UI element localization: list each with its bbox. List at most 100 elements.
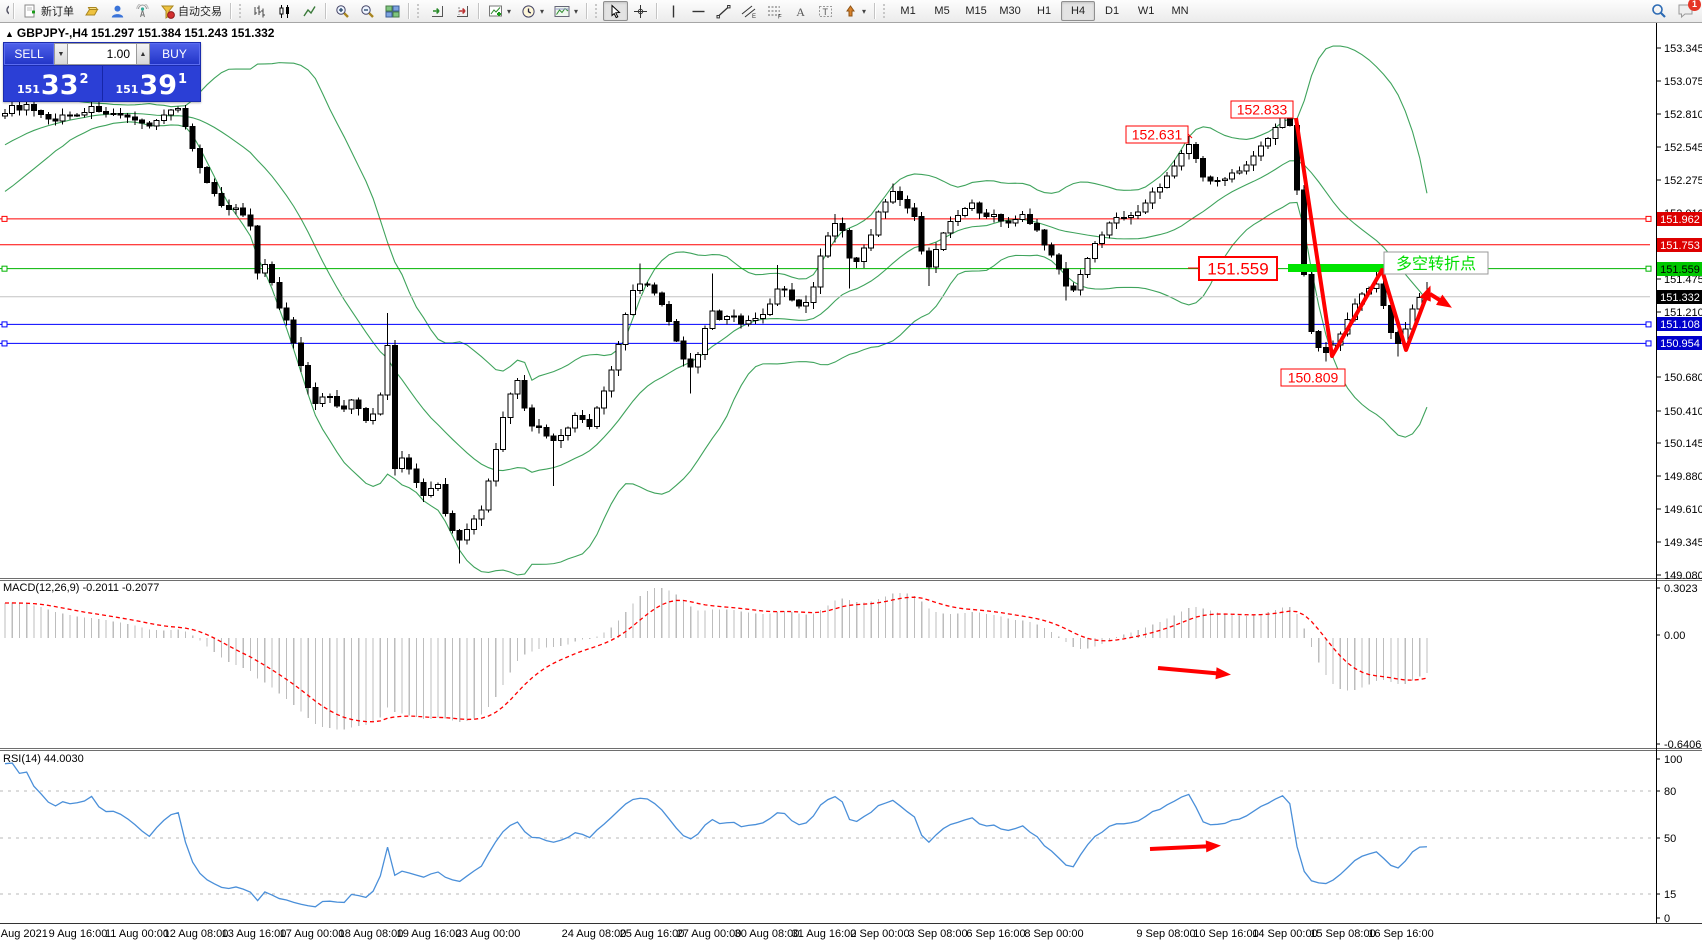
candle [189, 126, 196, 149]
price-label-text: 152.631 [1132, 127, 1183, 143]
trendline-tool-button[interactable] [711, 1, 736, 21]
candle [88, 105, 95, 114]
one-click-trading-widget: SELL ▼ 1.00 ▲ BUY 151 33 2 151 39 1 [3, 42, 201, 102]
auto-scroll-button[interactable] [425, 1, 450, 21]
auto-trading-button[interactable]: 自动交易 [155, 1, 227, 21]
horizontal-line-tool-button[interactable] [686, 1, 711, 21]
price-label-box[interactable] [1125, 125, 1189, 144]
period-selector-button[interactable]: ▾ [516, 1, 549, 21]
timeframe-button-H4[interactable]: H4 [1061, 1, 1096, 21]
cursor-icon [611, 3, 621, 18]
candle [1005, 220, 1012, 224]
volume-decrease-button[interactable]: ▼ [54, 43, 68, 65]
candle [601, 390, 608, 409]
price-label-box[interactable] [1280, 368, 1346, 387]
candle [290, 319, 297, 344]
timeframe-button-D1[interactable]: D1 [1105, 5, 1120, 17]
rsi-pane: RSI(14) 44.0030 [0, 753, 1656, 908]
time-tick-label: 24 Aug 08:00 [562, 928, 627, 940]
volume-increase-button[interactable]: ▲ [136, 43, 150, 65]
chart-template-button[interactable]: ▾ [549, 1, 583, 21]
arrows-tool-button[interactable]: ▾ [838, 1, 871, 21]
trend-tail-arrow[interactable] [1428, 292, 1452, 308]
zoom-out-button[interactable] [355, 1, 380, 21]
candle [1229, 172, 1236, 180]
price-badge-text: 151.108 [1660, 319, 1700, 331]
candle [781, 288, 788, 291]
time-tick-label: 23 Aug 00:00 [456, 928, 521, 940]
candle [868, 234, 875, 249]
timeframe-button-MN[interactable]: MN [1171, 5, 1189, 17]
timeframe-button-M15[interactable]: M15 [965, 5, 987, 17]
channel-tool-button[interactable]: E [736, 1, 762, 21]
timeframe-button-W1[interactable]: W1 [1137, 5, 1155, 17]
support-icon-button[interactable] [105, 1, 130, 21]
new-chart-button[interactable]: ▾ [483, 1, 516, 21]
candle [1243, 164, 1250, 172]
candle [124, 114, 131, 118]
sell-price-display[interactable]: 151 33 2 [4, 66, 103, 101]
timeframe-group: M1 M5 M15 M30 H1 H4 D1 W1 MN [891, 1, 1197, 21]
cursor-tool-button[interactable] [603, 1, 629, 21]
line-anchor[interactable] [1, 340, 8, 347]
timeframe-button-M30[interactable]: M30 [999, 5, 1021, 17]
candle [644, 283, 651, 286]
tile-windows-button[interactable] [380, 1, 405, 21]
buy-button[interactable]: BUY [150, 43, 200, 65]
gold-bar-icon-button[interactable] [79, 1, 105, 21]
resistance-zone-bar[interactable] [1288, 264, 1468, 272]
rsi-annotation-arrow[interactable] [1149, 840, 1221, 853]
line-anchor[interactable] [1, 265, 8, 272]
collapse-marker-icon[interactable]: ▲ [5, 29, 14, 39]
timeframe-button-M5[interactable]: M5 [934, 5, 950, 17]
trend-zigzag-arrow[interactable] [1294, 117, 1431, 358]
new-order-button[interactable]: 新订单 [18, 1, 79, 21]
line-anchor[interactable] [1645, 215, 1652, 222]
line-anchor[interactable] [1, 321, 8, 328]
candle [225, 204, 232, 210]
signal-icon-button[interactable] [130, 1, 155, 21]
new-order-label: 新订单 [41, 6, 74, 18]
candle [998, 214, 1005, 222]
candle [1322, 347, 1329, 353]
line-anchor[interactable] [1, 215, 8, 222]
fibonacci-tool-button[interactable]: F [762, 1, 788, 21]
candle [637, 283, 644, 292]
macd-annotation-arrow[interactable] [1157, 666, 1231, 680]
candle [168, 109, 175, 116]
line-anchor[interactable] [1645, 340, 1652, 347]
search-icon[interactable] [1651, 3, 1667, 19]
zoom-in-button[interactable] [330, 1, 355, 21]
price-badge [1657, 262, 1702, 276]
price-label-box[interactable] [1230, 100, 1294, 119]
volume-input[interactable]: 1.00 [68, 43, 136, 65]
sell-price-prefix: 151 [16, 83, 40, 96]
tile-windows-icon [385, 5, 400, 17]
chart-shift-button[interactable] [450, 1, 475, 21]
bar-chart-mode-button[interactable] [247, 1, 272, 21]
time-tick-label: 17 Aug 00:00 [280, 928, 345, 940]
vertical-line-tool-button[interactable] [661, 1, 686, 21]
arrow-shapes-icon [846, 4, 856, 16]
candle [377, 394, 384, 415]
price-label-box[interactable] [1198, 256, 1278, 281]
line-anchor[interactable] [1645, 321, 1652, 328]
text-tool-button[interactable]: A [788, 1, 813, 21]
candle [1250, 155, 1257, 166]
line-chart-mode-button[interactable] [297, 1, 322, 21]
candle [853, 257, 860, 262]
text-label-tool-button[interactable]: T [813, 1, 838, 21]
sell-button[interactable]: SELL [4, 43, 54, 65]
timeframe-button-M1[interactable]: M1 [900, 5, 916, 17]
cn-annotation-box[interactable] [1383, 251, 1489, 275]
timeframe-button-H1[interactable]: H1 [1037, 5, 1052, 17]
notifications-button[interactable]: 1 [1677, 0, 1701, 19]
line-anchor[interactable] [1645, 265, 1652, 272]
crosshair-tool-button[interactable] [628, 1, 653, 21]
candle [514, 379, 521, 395]
candlestick-mode-button[interactable] [272, 1, 297, 21]
vertical-line-icon [672, 5, 675, 17]
chevron-down-icon: ▾ [862, 6, 867, 16]
buy-price-display[interactable]: 151 39 1 [103, 66, 201, 101]
